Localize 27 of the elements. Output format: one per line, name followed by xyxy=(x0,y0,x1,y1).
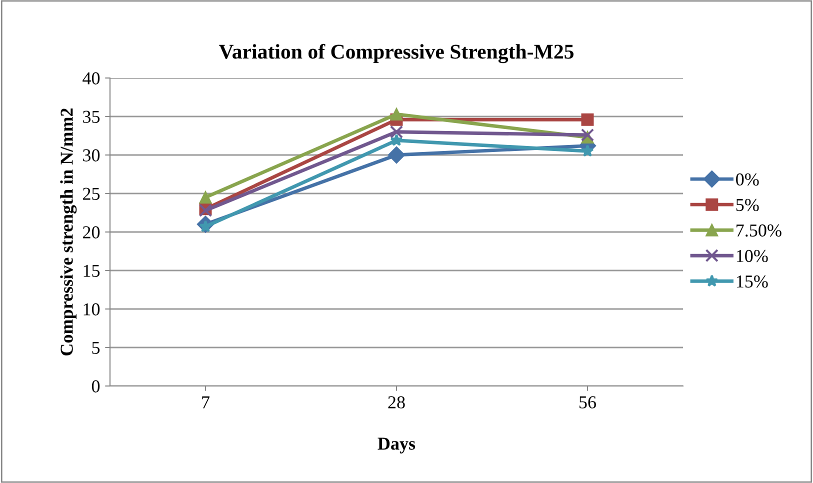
legend-label: 7.50% xyxy=(736,224,782,237)
x-tick-label: 28 xyxy=(388,396,405,408)
point xyxy=(390,108,403,120)
y-tick-label: 5 xyxy=(92,342,100,354)
legend-label: 10% xyxy=(736,250,768,262)
x-tick-label: 56 xyxy=(580,396,596,408)
y-axis-title: Compressive strength in N/mm2 xyxy=(60,108,77,356)
legend-label: 15% xyxy=(736,275,768,288)
point xyxy=(581,144,594,157)
legend-label: 0% xyxy=(736,173,759,186)
y-tick-label: 10 xyxy=(84,303,100,316)
point xyxy=(390,125,404,138)
point xyxy=(388,146,406,164)
y-tick-label: 25 xyxy=(83,188,100,200)
y-tick-label: 15 xyxy=(84,264,100,277)
y-tick-label: 30 xyxy=(83,149,100,162)
y-tick-label: 20 xyxy=(83,226,100,238)
point xyxy=(581,113,594,126)
legend-label: 5% xyxy=(736,198,759,212)
x-tick-label: 7 xyxy=(202,396,210,408)
point xyxy=(199,191,212,204)
x-axis-title: Days xyxy=(378,438,416,454)
y-tick-label: 0 xyxy=(92,380,100,392)
point xyxy=(390,134,403,146)
y-tick-label: 40 xyxy=(82,72,100,84)
chart-title: Variation of Compressive Strength-M25 xyxy=(218,44,574,64)
y-tick-label: 35 xyxy=(83,110,100,123)
